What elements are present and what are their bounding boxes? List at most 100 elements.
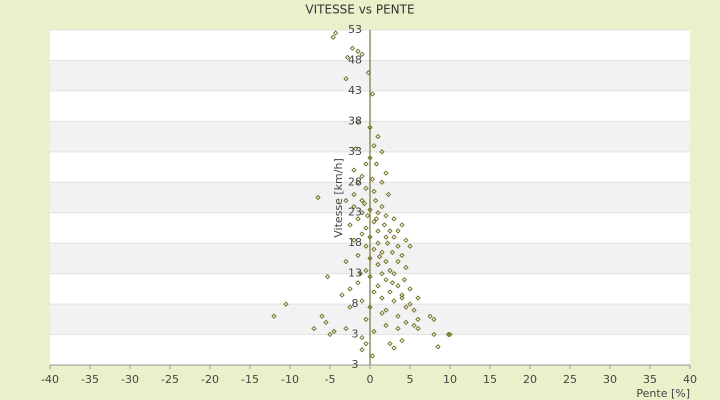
point <box>371 328 377 335</box>
point <box>411 322 417 329</box>
point <box>367 304 373 310</box>
point <box>347 222 353 228</box>
point <box>363 243 369 249</box>
point <box>319 313 325 319</box>
point <box>403 264 409 271</box>
point <box>369 91 376 97</box>
point <box>395 243 401 249</box>
point <box>387 228 393 234</box>
point <box>359 210 365 216</box>
x-axis-title: Pente [%] <box>636 387 690 400</box>
point <box>395 283 401 289</box>
x-tick-label: 5 <box>407 373 414 386</box>
point <box>351 237 357 243</box>
x-tick-label: 35 <box>643 373 657 386</box>
point <box>373 161 380 167</box>
point <box>375 228 381 234</box>
point <box>379 149 385 155</box>
point <box>355 48 361 54</box>
point <box>315 194 321 201</box>
x-tick-label: 30 <box>603 373 617 386</box>
x-tick-label: -5 <box>325 373 336 386</box>
point <box>371 246 377 252</box>
point <box>379 310 385 316</box>
point <box>399 222 405 228</box>
point <box>385 191 392 198</box>
x-tick-label: 25 <box>563 373 577 386</box>
point <box>387 341 393 347</box>
y-axis-title: Vitesse [km/h] <box>332 158 345 238</box>
point <box>383 277 389 283</box>
point <box>343 325 349 332</box>
point <box>367 234 373 240</box>
point <box>375 210 381 216</box>
point <box>427 313 433 319</box>
point <box>349 45 356 51</box>
point <box>367 155 373 161</box>
point <box>371 219 377 225</box>
point <box>403 304 409 310</box>
y-tick-label: 48 <box>348 53 362 66</box>
point <box>375 133 381 140</box>
point <box>415 295 421 301</box>
x-tick-label: -25 <box>161 373 179 386</box>
point <box>431 316 437 322</box>
point <box>359 334 365 341</box>
point <box>407 286 413 292</box>
point <box>387 267 393 274</box>
point <box>372 197 379 204</box>
x-tick-label: 10 <box>443 373 457 386</box>
point <box>415 325 421 332</box>
point <box>391 345 397 351</box>
x-tick-label: -40 <box>41 373 59 386</box>
x-tick-label: -20 <box>201 373 219 386</box>
point <box>395 313 401 319</box>
point <box>363 316 369 322</box>
point <box>403 237 409 243</box>
x-tick-label: 15 <box>483 373 497 386</box>
point <box>383 322 389 329</box>
point <box>375 283 381 289</box>
point <box>344 54 351 61</box>
chart-title: VITESSE vs PENTE <box>305 3 414 17</box>
point <box>355 280 361 286</box>
point <box>371 289 377 295</box>
point <box>383 307 389 313</box>
point <box>395 258 401 265</box>
point <box>367 124 373 131</box>
point <box>359 51 365 57</box>
point <box>379 295 385 301</box>
point <box>351 167 357 173</box>
point <box>391 270 397 277</box>
point <box>395 228 401 234</box>
point <box>391 298 397 304</box>
point <box>369 176 376 182</box>
point <box>407 301 413 307</box>
x-tick-label: -35 <box>81 373 99 386</box>
point <box>367 207 373 213</box>
point <box>352 146 359 152</box>
y-tick-label: 43 <box>348 84 362 97</box>
point <box>332 30 339 36</box>
point <box>389 280 396 286</box>
point <box>364 213 371 219</box>
y-tick-label: 3 <box>352 358 359 371</box>
point <box>367 255 373 262</box>
y-tick-label: 53 <box>348 23 362 36</box>
point <box>387 289 393 295</box>
point <box>375 261 381 268</box>
point <box>399 252 405 259</box>
y-tick-label: 13 <box>348 267 362 280</box>
point <box>371 143 377 149</box>
grid <box>49 29 691 369</box>
point <box>399 337 405 344</box>
point <box>376 253 383 260</box>
point <box>361 200 368 207</box>
point <box>355 252 361 259</box>
point <box>407 243 413 249</box>
point <box>391 216 397 222</box>
point <box>343 76 349 82</box>
x-tick-label: 40 <box>683 373 697 386</box>
point <box>359 298 365 304</box>
